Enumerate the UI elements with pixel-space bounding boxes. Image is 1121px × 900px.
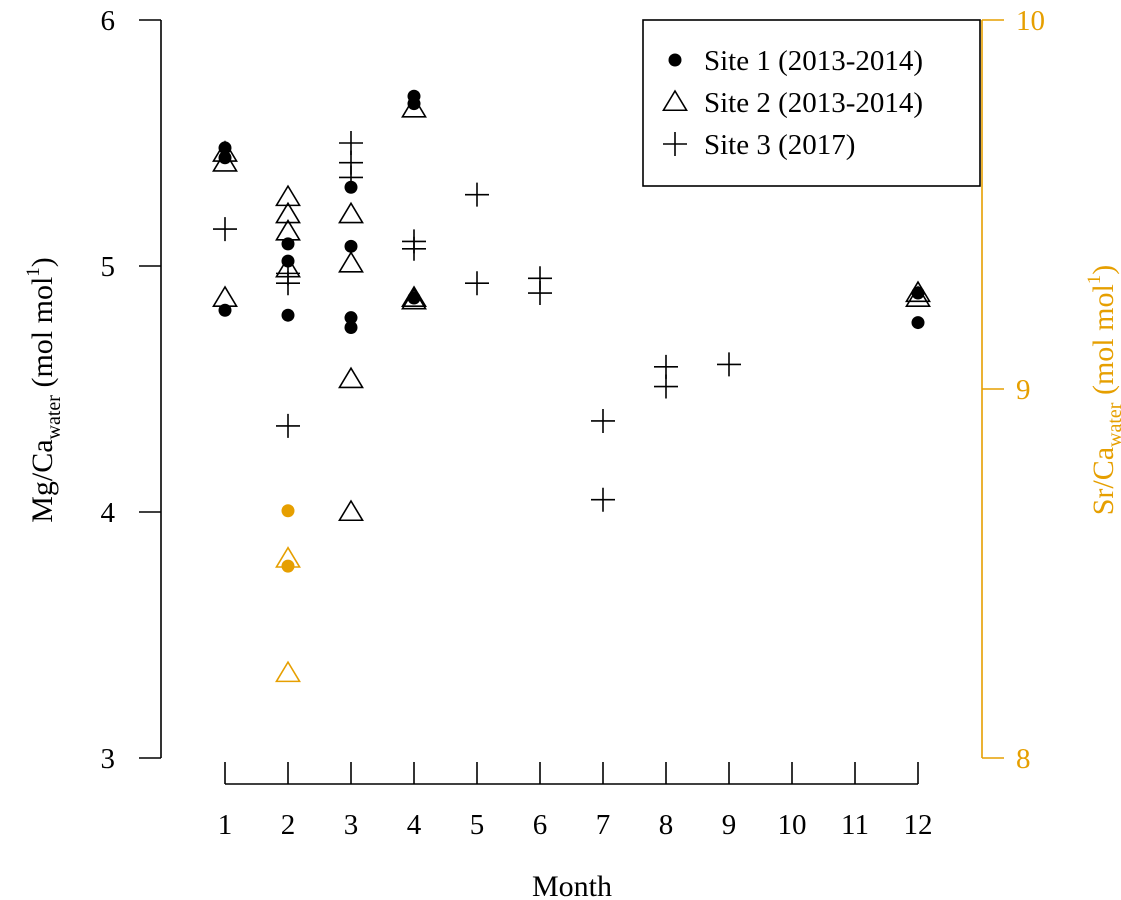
data-point-triangle xyxy=(401,96,427,118)
data-point-plus xyxy=(276,413,300,438)
data-point-plus xyxy=(213,217,237,242)
legend-label: Site 3 (2017) xyxy=(704,129,855,161)
data-point-triangle xyxy=(905,285,931,308)
data-point-plus xyxy=(465,182,489,207)
data-point-plus xyxy=(591,408,615,433)
y-axis-right-ticks: 8 9 10 xyxy=(982,5,1045,775)
data-point-triangle xyxy=(275,660,301,683)
y-left-tick-label: 3 xyxy=(101,743,116,775)
data-point-triangle xyxy=(275,184,301,207)
legend: Site 1 (2013-2014) Site 2 (2013-2014) Site… xyxy=(642,19,981,187)
legend-box xyxy=(642,19,981,187)
data-point-triangle xyxy=(338,250,364,273)
data-point-plus xyxy=(402,236,426,261)
y-left-tick-label: 5 xyxy=(101,251,116,283)
data-point-circle xyxy=(344,239,358,253)
data-point-plus xyxy=(654,374,678,399)
x-tick-label: 10 xyxy=(778,809,807,841)
x-tick-label: 2 xyxy=(281,809,296,841)
data-point-triangle xyxy=(338,366,364,389)
y-axis-left-ticks: 3 4 5 6 xyxy=(101,5,161,775)
data-point-circle xyxy=(218,141,232,155)
data-point-triangle xyxy=(338,201,364,224)
data-point-circle xyxy=(281,308,295,322)
x-axis: 1 2 3 4 5 6 7 8 9 10 11 12 Month xyxy=(218,762,933,900)
y-right-tick-label: 9 xyxy=(1016,374,1031,406)
data-point-circle xyxy=(344,321,358,334)
data-point-triangle xyxy=(212,150,238,172)
x-tick-label: 7 xyxy=(596,809,611,841)
legend-label: Site 2 (2013-2014) xyxy=(704,87,923,119)
legend-marker-circle xyxy=(668,53,682,67)
x-tick-label: 3 xyxy=(344,809,359,841)
data-point-circle xyxy=(281,504,295,518)
x-tick-label: 1 xyxy=(218,809,233,841)
y-axis-left-title: Mg/Cawater (mol mol1) xyxy=(23,257,65,523)
x-axis-title: Month xyxy=(532,870,612,900)
y-right-tick-label: 8 xyxy=(1016,743,1031,775)
data-point-plus xyxy=(339,165,363,190)
data-point-triangle xyxy=(275,219,301,241)
data-point-circle xyxy=(281,559,295,573)
data-point-triangle xyxy=(275,201,301,224)
x-tick-label: 11 xyxy=(841,809,869,841)
data-point-plus xyxy=(591,487,615,512)
y-axis-right-title: Sr/Cawater (mol mol1) xyxy=(1084,265,1121,516)
x-axis-ticks: 1 2 3 4 5 6 7 8 9 10 11 12 xyxy=(218,762,933,841)
x-tick-label: 4 xyxy=(407,809,422,841)
data-point-triangle xyxy=(401,285,427,308)
data-point-triangle xyxy=(401,287,427,310)
y-axis-right: 8 9 10 Sr/Cawater (mol mol1) xyxy=(981,5,1121,775)
y-left-tick-label: 6 xyxy=(101,5,116,37)
data-point-plus xyxy=(465,271,489,296)
data-point-plus xyxy=(276,271,300,296)
legend-label: Site 1 (2013-2014) xyxy=(704,45,923,77)
data-point-plus xyxy=(717,352,741,377)
y-left-tick-label: 4 xyxy=(101,497,116,529)
x-tick-label: 9 xyxy=(722,809,737,841)
x-tick-label: 8 xyxy=(659,809,674,841)
data-point-circle xyxy=(344,311,358,325)
data-points xyxy=(212,89,931,683)
legend-marker-plus xyxy=(663,132,687,156)
data-point-plus xyxy=(528,281,552,306)
data-point-triangle xyxy=(338,499,364,522)
legend-marker-triangle xyxy=(662,89,688,112)
data-point-circle xyxy=(407,97,421,111)
x-tick-label: 12 xyxy=(904,809,933,841)
data-point-circle xyxy=(911,316,925,330)
data-point-triangle xyxy=(275,546,301,568)
x-tick-label: 5 xyxy=(470,809,485,841)
data-point-triangle xyxy=(905,280,931,303)
y-axis-left: 3 4 5 6 Mg/Cawater (mol mol1) xyxy=(23,5,162,775)
y-right-tick-label: 10 xyxy=(1016,5,1045,37)
data-point-triangle xyxy=(212,140,238,162)
data-point-triangle xyxy=(212,285,238,308)
x-tick-label: 6 xyxy=(533,809,548,841)
data-point-circle xyxy=(911,286,925,300)
